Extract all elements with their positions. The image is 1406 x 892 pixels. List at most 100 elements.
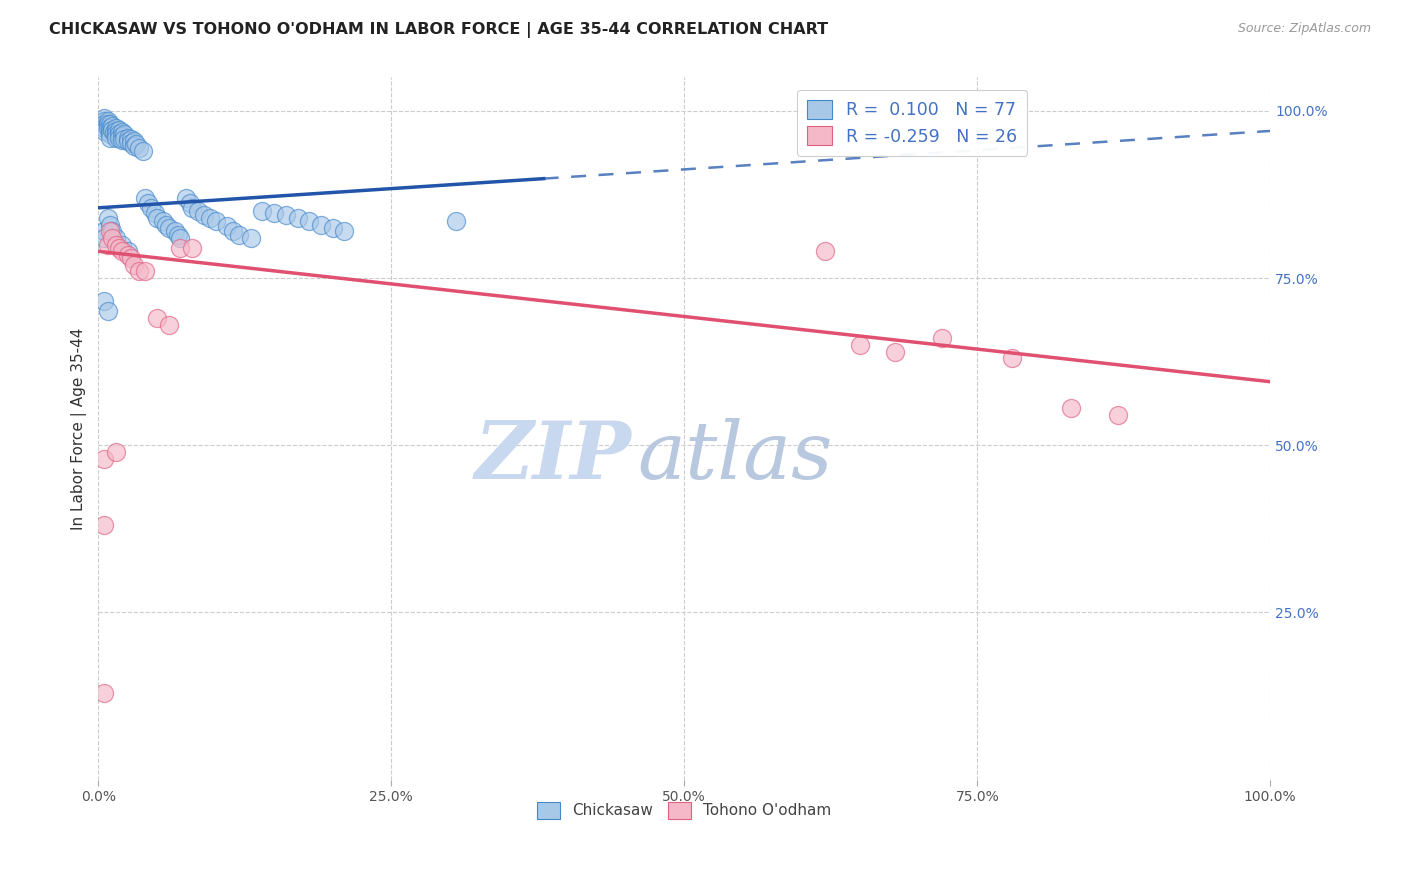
Point — [152, 214, 174, 228]
Point — [93, 124, 115, 138]
Point — [98, 124, 121, 138]
Point — [139, 201, 162, 215]
Point — [146, 311, 169, 326]
Point — [98, 218, 121, 232]
Point — [849, 338, 872, 352]
Point — [1060, 401, 1083, 416]
Point — [93, 294, 115, 309]
Point — [134, 191, 156, 205]
Point — [167, 227, 190, 242]
Point — [111, 129, 134, 144]
Point — [108, 128, 131, 142]
Point — [146, 211, 169, 225]
Point — [117, 134, 139, 148]
Point — [132, 144, 155, 158]
Point — [198, 211, 221, 225]
Point — [120, 132, 142, 146]
Point — [143, 205, 166, 219]
Point — [103, 125, 125, 139]
Point — [157, 318, 180, 332]
Text: Source: ZipAtlas.com: Source: ZipAtlas.com — [1237, 22, 1371, 36]
Point — [122, 258, 145, 272]
Point — [98, 128, 121, 142]
Point — [108, 130, 131, 145]
Point — [97, 114, 120, 128]
Point — [217, 219, 239, 233]
Point — [93, 686, 115, 700]
Point — [111, 125, 134, 139]
Point — [122, 134, 145, 148]
Point — [179, 196, 201, 211]
Point — [163, 224, 186, 238]
Point — [814, 244, 837, 259]
Point — [93, 518, 115, 533]
Point — [128, 141, 150, 155]
Point — [193, 208, 215, 222]
Point — [298, 214, 321, 228]
Point — [98, 224, 121, 238]
Point — [333, 224, 356, 238]
Point — [104, 124, 127, 138]
Legend: Chickasaw, Tohono O'odham: Chickasaw, Tohono O'odham — [531, 796, 838, 824]
Y-axis label: In Labor Force | Age 35-44: In Labor Force | Age 35-44 — [72, 327, 87, 530]
Point — [1107, 408, 1129, 422]
Text: CHICKASAW VS TOHONO O'ODHAM IN LABOR FORCE | AGE 35-44 CORRELATION CHART: CHICKASAW VS TOHONO O'ODHAM IN LABOR FOR… — [49, 22, 828, 38]
Point — [136, 196, 159, 211]
Point — [111, 244, 134, 259]
Point — [111, 237, 134, 252]
Point — [104, 128, 127, 142]
Point — [93, 224, 115, 238]
Point — [97, 211, 120, 225]
Point — [97, 120, 120, 135]
Text: ZIP: ZIP — [475, 417, 631, 495]
Point — [101, 122, 124, 136]
Point — [93, 120, 115, 135]
Point — [222, 224, 245, 238]
Point — [322, 220, 344, 235]
Point — [228, 227, 250, 242]
Point — [98, 120, 121, 135]
Point — [274, 208, 297, 222]
Text: atlas: atlas — [637, 417, 832, 495]
Point — [98, 130, 121, 145]
Point — [112, 132, 135, 146]
Point — [117, 244, 139, 259]
Point — [157, 220, 180, 235]
Point — [104, 445, 127, 459]
Point — [104, 231, 127, 245]
Point — [309, 218, 332, 232]
Point — [128, 264, 150, 278]
Point — [239, 231, 262, 245]
Point — [104, 237, 127, 252]
Point — [97, 117, 120, 131]
Point — [93, 117, 115, 131]
Point — [117, 130, 139, 145]
Point — [134, 264, 156, 278]
Point — [93, 111, 115, 125]
Point — [444, 214, 467, 228]
Point — [931, 331, 953, 345]
Point — [104, 130, 127, 145]
Point — [104, 120, 127, 135]
Point — [122, 138, 145, 153]
Point — [97, 304, 120, 318]
Point — [108, 241, 131, 255]
Point — [252, 204, 274, 219]
Point — [101, 119, 124, 133]
Point — [101, 224, 124, 238]
Point — [174, 191, 197, 205]
Point — [108, 122, 131, 136]
Point — [181, 241, 204, 255]
Point — [112, 128, 135, 142]
Point — [187, 204, 209, 219]
Point — [884, 344, 907, 359]
Point — [263, 205, 285, 219]
Point — [155, 218, 177, 232]
Point — [204, 214, 226, 228]
Point — [111, 133, 134, 147]
Point — [93, 114, 115, 128]
Point — [1001, 351, 1024, 366]
Point — [169, 231, 191, 245]
Point — [169, 241, 191, 255]
Point — [287, 211, 309, 225]
